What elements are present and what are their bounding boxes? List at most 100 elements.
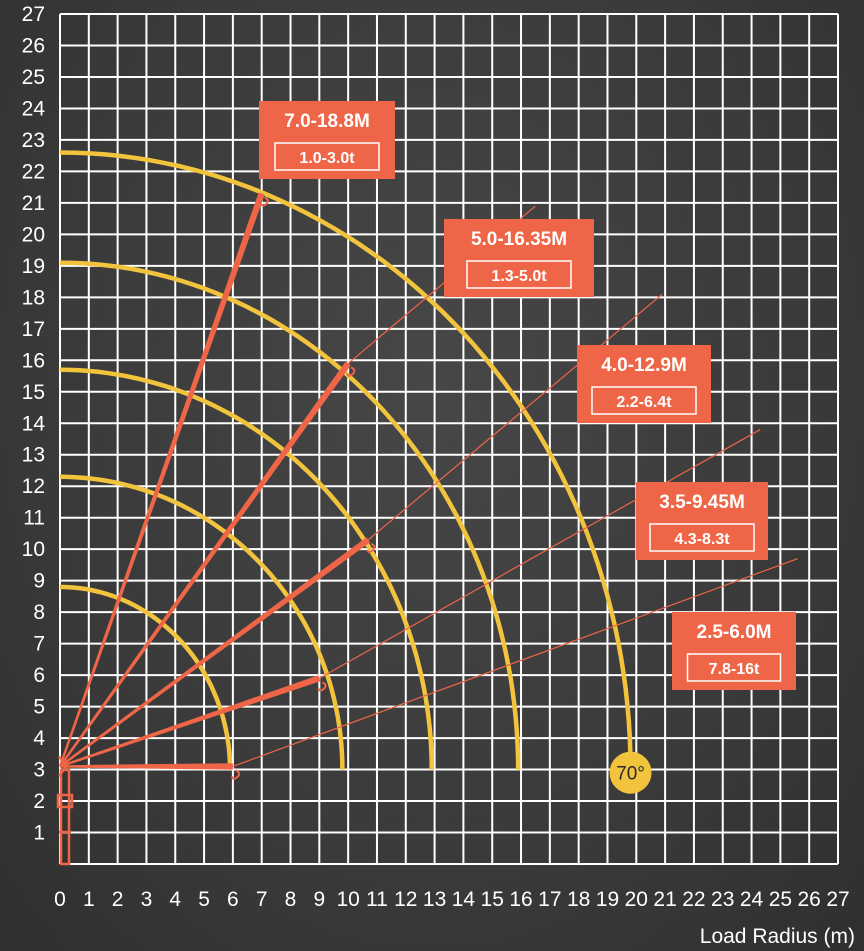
x-tick-label: 4 [169,888,181,911]
y-tick-label: 23 [22,129,45,152]
y-tick-label: 26 [22,34,45,57]
boom-label-box [259,101,395,179]
x-tick-label: 9 [313,888,325,911]
boom-hook [259,196,269,207]
boom-line [60,763,233,770]
x-tick-label: 20 [625,888,648,911]
y-tick-label: 13 [22,444,45,467]
angle-badge: 70° [609,751,652,794]
y-tick-label: 20 [22,223,45,246]
y-tick-label: 7 [33,633,45,656]
y-tick-label: 22 [22,160,45,183]
crane-mast-box [56,793,74,809]
angle-badge-label: 70° [616,764,645,785]
boom-label: 3.5-9.45M 4.3-8.3t [636,482,768,560]
x-tick-label: 6 [227,888,239,911]
y-tick-label: 9 [33,570,45,593]
boom-label-box [444,219,594,297]
y-tick-label: 14 [22,412,46,435]
x-tick-label: 13 [423,888,446,911]
y-tick-label: 27 [22,3,45,26]
boom-hook [346,366,356,377]
y-tick-label: 24 [22,97,46,120]
x-tick-label: 18 [567,888,590,911]
boom-lines [57,192,376,780]
y-tick-label: 4 [33,727,45,750]
label-pointer-line [232,558,798,767]
boom-labels: 7.0-18.8M 1.0-3.0t 5.0-16.35M 1.3-5.0t 4.0-1… [259,101,796,690]
x-tick-label: 27 [826,888,849,911]
boom-load-label: 4.3-8.3t [674,531,730,548]
x-tick-label: 16 [509,888,532,911]
x-tick-label: 10 [336,888,359,911]
boom-load-label: 7.8-16t [709,661,760,678]
x-tick-label: 25 [769,888,792,911]
y-tick-label: 17 [22,318,45,341]
boom-load-frame [466,260,572,289]
boom-hook [366,542,376,554]
x-tick-label: 7 [256,888,268,911]
y-tick-label: 11 [23,507,45,530]
label-pointer-line [367,293,663,541]
y-tick-label: 18 [22,286,45,309]
boom-line [59,675,321,768]
boom-label-box [577,345,711,423]
x-tick-label: 11 [366,888,388,911]
envelope-curves [59,150,633,770]
boom-load-frame [591,386,697,415]
boom-load-frame [274,142,380,171]
y-tick-label: 21 [22,192,45,215]
boom-load-label: 1.3-5.0t [491,268,547,285]
label-pointer-line [319,429,761,679]
boom-label: 2.5-6.0M 7.8-16t [672,612,796,690]
boom-label-box [636,482,768,560]
envelope-curve [60,584,233,770]
y-tick-label: 10 [22,538,45,561]
x-tick-label: 3 [141,888,153,911]
envelope-curve [59,367,434,770]
x-tick-label: 21 [653,888,676,911]
envelope-curve [59,150,633,770]
crane-mast-column [59,768,71,866]
boom-label: 7.0-18.8M 1.0-3.0t [259,101,395,179]
x-axis-ticks: 0 1 2 3 4 5 6 7 8 9 10 11 12 13 14 15 16 17 18 19 20 21 22 23 24… [54,888,850,911]
x-axis-title: Load Radius (m) [700,925,855,948]
boom-length-label: 5.0-16.35M [471,229,567,250]
y-tick-label: 3 [33,759,45,782]
y-tick-label: 8 [33,601,45,624]
boom-line [58,192,265,767]
boom-hook [317,681,327,692]
x-tick-label: 2 [112,888,124,911]
y-tick-label: 5 [33,696,45,719]
x-tick-label: 5 [198,888,210,911]
x-tick-label: 14 [452,888,476,911]
boom-line [59,361,351,768]
y-tick-label: 12 [22,475,45,498]
x-tick-label: 8 [285,888,297,911]
envelope-curve [59,474,345,770]
x-tick-label: 23 [711,888,734,911]
x-tick-label: 19 [596,888,619,911]
x-tick-label: 0 [54,888,66,911]
y-tick-label: 19 [22,255,45,278]
y-tick-label: 15 [22,381,45,404]
boom-load-label: 1.0-3.0t [299,150,355,167]
boom-load-frame [686,653,782,682]
crane-mast [56,768,74,866]
boom-label: 5.0-16.35M 1.3-5.0t [444,219,594,297]
x-tick-label: 15 [481,888,504,911]
x-tick-label: 17 [538,888,561,911]
y-tick-label: 16 [22,349,45,372]
angle-badge-circle [609,751,652,794]
boom-hook [230,769,241,780]
x-tick-label: 12 [394,888,417,911]
envelope-curve [59,260,521,770]
y-tick-label: 2 [33,790,45,813]
boom-length-label: 7.0-18.8M [284,111,370,132]
y-tick-label: 6 [33,664,45,687]
boom-label: 4.0-12.9M 2.2-6.4t [577,345,711,423]
boom-line [59,537,371,768]
boom-length-label: 3.5-9.45M [659,492,745,513]
x-tick-label: 26 [798,888,821,911]
